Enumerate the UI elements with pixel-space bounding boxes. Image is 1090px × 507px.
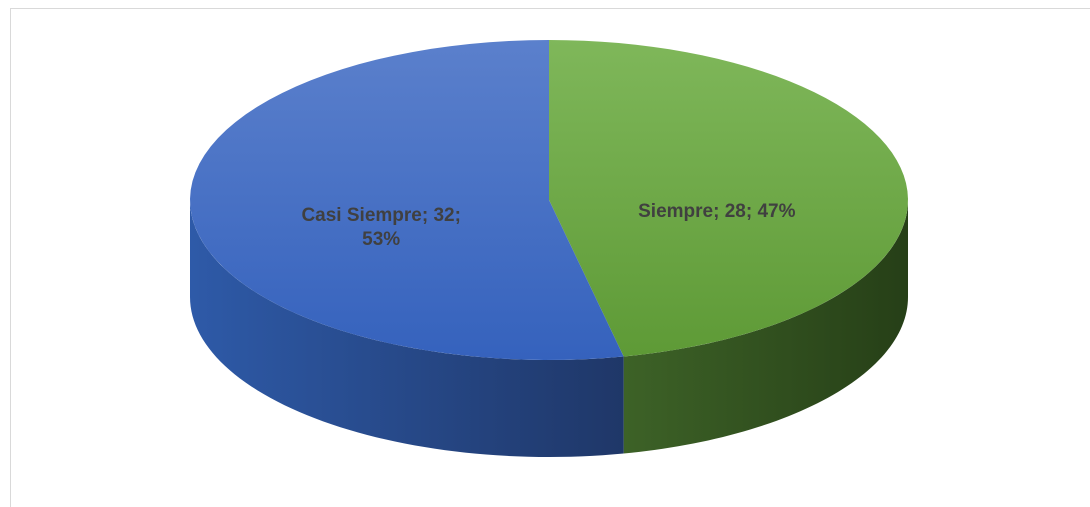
pie-slice [190, 40, 624, 360]
data-label: Casi Siempre; 32; 53% [301, 204, 461, 250]
pie-side [190, 200, 624, 457]
data-label: Siempre; 28; 47% [638, 201, 796, 223]
chart-border [10, 8, 1090, 507]
pie-slice [549, 40, 908, 357]
pie-side [623, 200, 908, 454]
